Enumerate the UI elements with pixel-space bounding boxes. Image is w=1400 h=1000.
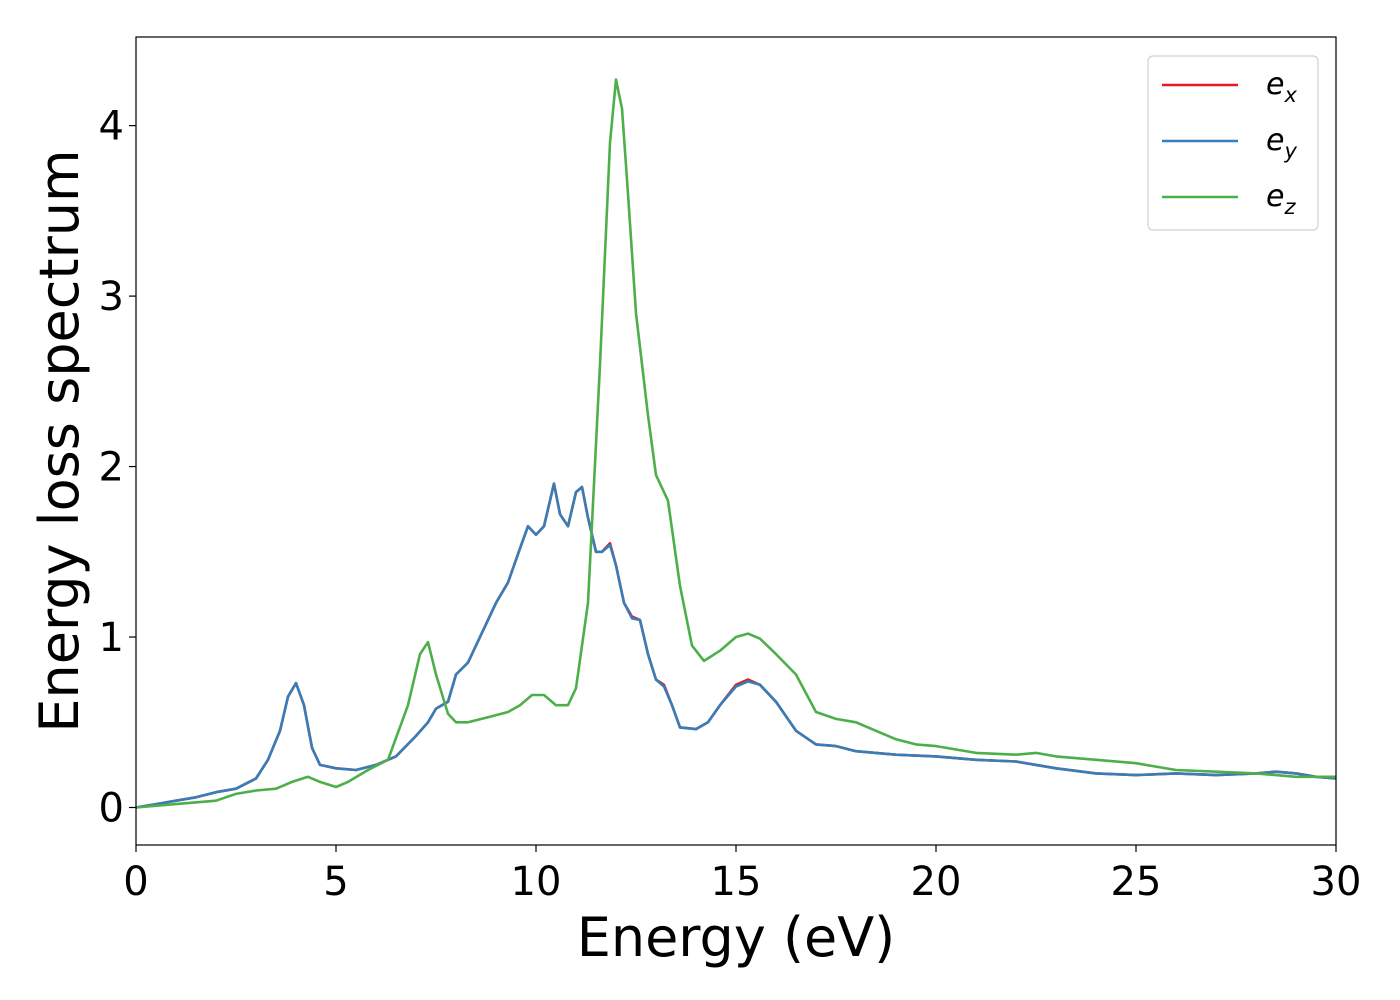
legend: ex ey ez [1147, 55, 1319, 231]
x-tick-label: 15 [711, 859, 762, 905]
legend-label-x: ex [1266, 67, 1297, 107]
y-axis-title: Energy loss spectrum [28, 149, 91, 732]
y-tick-label: 4 [99, 104, 124, 150]
y-tick-label: 1 [99, 615, 124, 661]
x-tick-label: 10 [511, 859, 562, 905]
y-tick-label: 2 [99, 445, 124, 491]
y-tick-label: 0 [99, 785, 124, 831]
x-tick-label: 0 [123, 859, 148, 905]
series-line-z [135, 78, 1336, 809]
x-tick-label: 5 [323, 859, 348, 905]
x-tick-label: 30 [1311, 859, 1362, 905]
legend-label-z: ez [1266, 179, 1296, 219]
x-axis-title: Energy (eV) [577, 906, 896, 969]
legend-box [1147, 55, 1319, 231]
y-axis-ticks: 0 1 2 3 4 [99, 104, 136, 831]
plot-lines [135, 78, 1337, 809]
x-tick-label: 20 [911, 859, 962, 905]
legend-label-y: ey [1266, 123, 1297, 163]
series-line-y [135, 482, 1337, 809]
x-axis-ticks: 0 5 10 15 20 25 30 [123, 845, 1361, 905]
y-tick-label: 3 [99, 274, 124, 320]
x-tick-label: 25 [1111, 859, 1162, 905]
